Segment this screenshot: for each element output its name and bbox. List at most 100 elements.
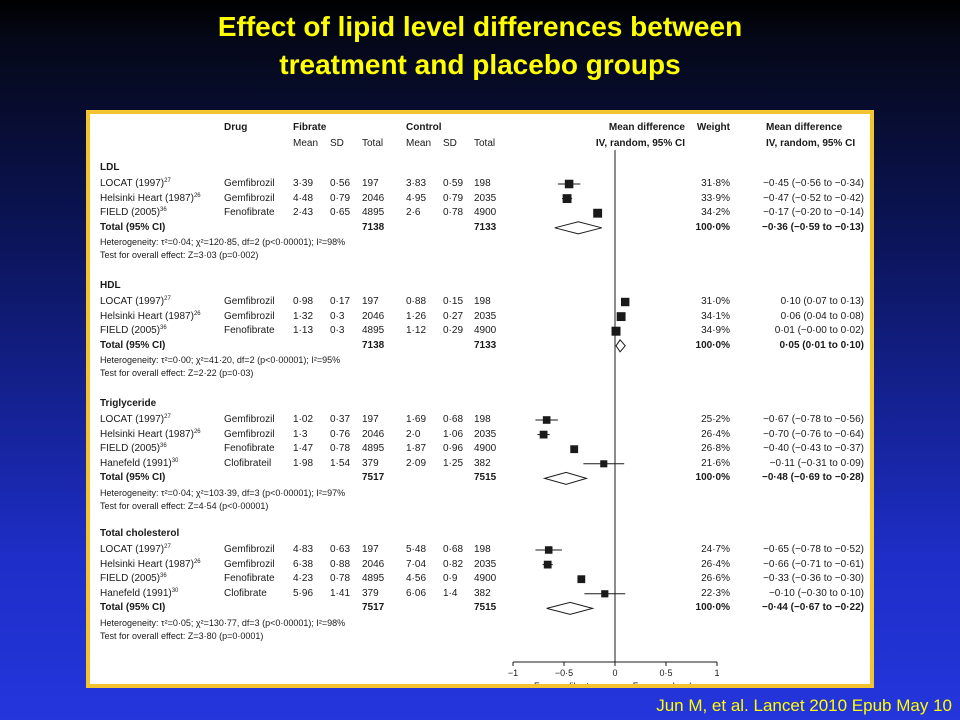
section-title: LDL <box>100 162 120 173</box>
control-total: 382 <box>474 587 491 599</box>
drug-name: Gemfibrozil <box>224 296 275 307</box>
control-sd: 0·78 <box>443 207 464 219</box>
control-sd: 0·15 <box>443 296 464 307</box>
study-marker <box>600 460 608 468</box>
fibrate-sd: 0·63 <box>330 544 351 555</box>
mean-difference-ci: −0·65 (−0·78 to −0·52) <box>763 544 864 555</box>
study-marker <box>542 416 551 424</box>
control-mean: 6·06 <box>406 587 427 599</box>
heterogeneity-text: Heterogeneity: τ²=0·00; χ²=41·20, df=2 (… <box>100 355 341 366</box>
control-mean: 5·48 <box>406 544 427 555</box>
control-total: 2035 <box>474 192 497 204</box>
mean-difference-ci: 0·10 (0·07 to 0·13) <box>780 296 864 307</box>
weight: 21·6% <box>701 457 730 469</box>
fibrate-mean: 0·98 <box>293 296 314 307</box>
fibrate-total: 4895 <box>362 207 385 219</box>
header-fibrate-sd: SD <box>330 138 344 149</box>
header-mean-difference: Mean difference <box>608 122 685 133</box>
fibrate-mean: 2·43 <box>293 207 314 219</box>
fibrate-mean: 1·02 <box>293 414 314 425</box>
drug-name: Gemfibrozil <box>224 310 275 322</box>
section-title: Triglyceride <box>100 398 157 409</box>
fibrate-total-sum: 7138 <box>362 221 385 233</box>
mean-difference-ci: −0·10 (−0·30 to 0·10) <box>768 587 864 599</box>
study-reference: 27 <box>164 178 171 184</box>
fibrate-sd: 0·56 <box>330 178 351 189</box>
weight: 34·1% <box>701 310 730 322</box>
citation: Jun M, et al. Lancet 2010 Epub May 10 <box>656 696 952 715</box>
control-sd: 0·29 <box>443 325 464 337</box>
control-total: 4900 <box>474 573 497 585</box>
mean-difference-ci: −0·67 (−0·78 to −0·56) <box>763 414 864 425</box>
weight: 26·8% <box>701 443 730 455</box>
fibrate-sd: 0·3 <box>330 310 345 322</box>
study-marker <box>593 208 603 218</box>
overall-effect-text: Test for overall effect: Z=2·22 (p=0·03) <box>100 368 254 379</box>
fibrate-mean: 1·32 <box>293 310 314 322</box>
control-sd: 0·27 <box>443 310 464 322</box>
total-label: Total (95% CI) <box>100 602 166 614</box>
fibrate-sd: 0·17 <box>330 296 351 307</box>
total-weight: 100·0% <box>695 472 730 484</box>
weight: 25·2% <box>701 414 730 425</box>
control-mean: 4·56 <box>406 573 427 585</box>
study-marker <box>570 445 579 454</box>
total-mean-difference-ci: −0·48 (−0·69 to −0·28) <box>762 472 864 484</box>
study-marker <box>616 312 626 322</box>
weight: 34·9% <box>701 325 730 337</box>
forest-plot-figure: Drug Fibrate Control Mean SD Total Mean SD Total… <box>90 114 870 684</box>
fibrate-sd: 0·65 <box>330 207 351 219</box>
control-mean: 2·0 <box>406 428 421 440</box>
total-diamond <box>542 471 589 485</box>
slide-title-line2: treatment and placebo groups <box>279 49 681 80</box>
mean-difference-ci: −0·11 (−0·31 to 0·09) <box>769 457 864 469</box>
fibrate-mean: 4·83 <box>293 544 314 555</box>
mean-difference-ci: −0·70 (−0·76 to −0·64) <box>763 428 864 440</box>
drug-name: Gemfibrozil <box>224 544 275 555</box>
control-mean: 1·87 <box>406 443 427 455</box>
control-total: 198 <box>474 296 491 307</box>
header-control-mean: Mean <box>406 138 432 149</box>
control-total-sum: 7133 <box>474 221 497 233</box>
control-total: 2035 <box>474 558 497 570</box>
fibrate-total-sum: 7517 <box>362 472 385 484</box>
drug-name: Gemfibrozil <box>224 558 275 570</box>
control-sd: 0·9 <box>443 573 458 585</box>
control-total-sum: 7133 <box>474 339 497 351</box>
heterogeneity-text: Heterogeneity: τ²=0·05; χ²=130·77, df=3 … <box>100 618 346 628</box>
study-name: Helsinki Heart (1987)26 <box>100 558 201 570</box>
slide-title: Effect of lipid level differences betwee… <box>0 8 960 84</box>
mean-difference-ci: −0·17 (−0·20 to −0·14) <box>763 207 864 219</box>
control-sd: 0·79 <box>443 192 464 204</box>
study-marker <box>562 194 572 204</box>
x-tick-label: 0 <box>612 668 617 678</box>
fibrate-sd: 1·41 <box>330 587 351 599</box>
header-control-total: Total <box>474 138 496 149</box>
drug-name: Gemfibrozil <box>224 178 275 189</box>
control-sd: 0·59 <box>443 178 464 189</box>
drug-name: Gemfibrozil <box>224 428 275 440</box>
mean-difference-ci: −0·47 (−0·52 to −0·42) <box>763 192 864 204</box>
section-title: HDL <box>100 280 121 291</box>
forest-plot-panel: Drug Fibrate Control Mean SD Total Mean SD Total… <box>86 110 874 688</box>
fibrate-sd: 0·78 <box>330 443 351 455</box>
control-total-sum: 7515 <box>474 602 497 614</box>
fibrate-sd: 1·54 <box>330 457 351 469</box>
header-drug: Drug <box>224 122 248 133</box>
forest-plot-svg: −1 −0·5 0 0·5 1 Favours fibrate Favours placeb… <box>508 150 720 684</box>
header-mean-difference-2: Mean difference <box>766 122 843 133</box>
mean-difference-ci: −0·33 (−0·36 to −0·30) <box>763 573 864 585</box>
study-marker <box>543 560 552 569</box>
x-tick-label: −1 <box>508 668 518 678</box>
study-reference: 26 <box>193 192 201 199</box>
x-tick-label: 0·5 <box>659 668 672 678</box>
control-total: 382 <box>474 457 491 469</box>
total-diamond <box>554 221 602 235</box>
slide-title-line1: Effect of lipid level differences betwee… <box>217 11 743 42</box>
overall-effect-text: Test for overall effect: Z=3·80 (p=0·000… <box>100 631 264 641</box>
study-name: LOCAT (1997)27 <box>100 296 171 307</box>
study-reference: 36 <box>160 443 167 450</box>
fibrate-total: 197 <box>362 414 379 425</box>
study-name: Hanefeld (1991)30 <box>100 587 179 599</box>
fibrate-mean: 3·39 <box>293 178 314 189</box>
